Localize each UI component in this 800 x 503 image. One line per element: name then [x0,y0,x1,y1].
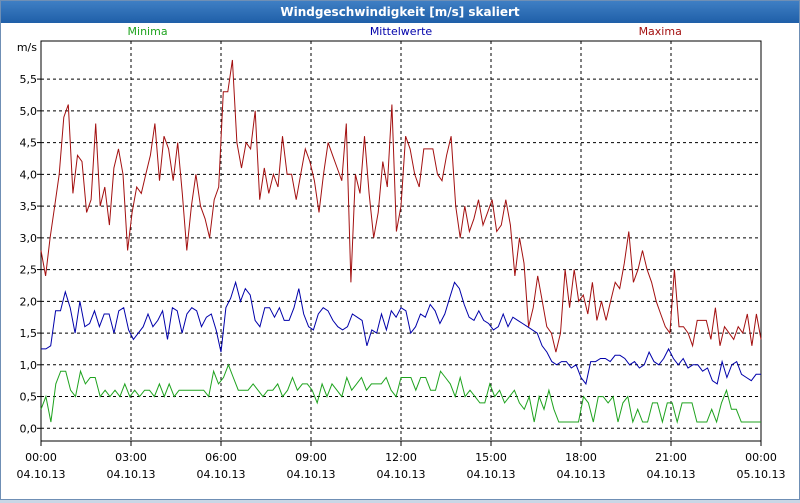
x-tick-date-label: 04.10.13 [287,468,336,481]
legend-label-minima: Minima [128,25,168,38]
chart-area: 0,0 0,5 1,0 1,5 2,0 2,5 3,0 3,5 4,0 4,5 5,0 5,5 m/s 0… [1,23,799,499]
series-line-minima [40,363,761,424]
x-tick-date-label: 05.10.13 [737,468,786,481]
y-tick-label: 3,5 [20,200,38,213]
series-line-mittelwerte [41,280,761,386]
x-tick-time-label: 12:00 [385,451,417,464]
y-tick-label: 2,0 [20,295,38,308]
y-tick-label: 0,0 [20,422,38,435]
x-tick-date-label: 04.10.13 [197,468,246,481]
window-title: Windgeschwindigkeit [m/s] skaliert [1,1,799,23]
x-tick-date-label: 04.10.13 [647,468,696,481]
x-tick-date-label: 04.10.13 [377,468,426,481]
y-tick-label: 4,5 [20,137,38,150]
x-tick-time-label: 09:00 [295,451,327,464]
x-tick-time-label: 06:00 [205,451,237,464]
x-tick-date-label: 04.10.13 [107,468,156,481]
y-tick-label: 1,0 [20,359,38,372]
y-tick-label: 4,0 [20,168,38,181]
y-tick-label: 0,5 [20,391,38,404]
y-tick-label: 5,0 [20,105,38,118]
x-tick-time-label: 03:00 [115,451,147,464]
wind-speed-chart: 0,0 0,5 1,0 1,5 2,0 2,5 3,0 3,5 4,0 4,5 5,0 5,5 m/s 0… [17,25,786,481]
y-tick-label: 5,5 [20,73,38,86]
x-tick-time-label: 15:00 [475,451,507,464]
legend-label-maxima: Maxima [639,25,682,38]
series-line-maxima [40,59,762,353]
x-tick-time-label: 18:00 [565,451,597,464]
y-axis-label: m/s [17,41,37,54]
x-tick-time-label: 21:00 [655,451,687,464]
x-tick-time-label: 00:00 [25,451,57,464]
x-tick-date-label: 04.10.13 [17,468,66,481]
y-tick-label: 2,5 [20,264,38,277]
legend-label-mittelwerte: Mittelwerte [370,25,433,38]
y-tick-label: 3,0 [20,232,38,245]
x-tick-date-label: 04.10.13 [467,468,516,481]
x-tick-time-label: 00:00 [745,451,777,464]
x-tick-date-label: 04.10.13 [557,468,606,481]
y-tick-label: 1,5 [20,327,38,340]
